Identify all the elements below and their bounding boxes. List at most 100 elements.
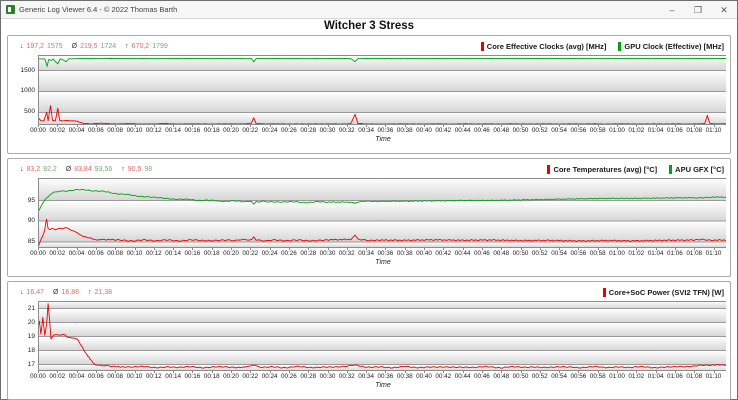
x-tick-mark	[501, 125, 503, 127]
x-tick-label: 00:36	[377, 127, 394, 134]
series-line	[38, 218, 726, 248]
chart-plot-temperatures[interactable]	[38, 178, 726, 248]
x-tick-label: 00:50	[512, 127, 529, 134]
x-tick-mark	[443, 371, 445, 373]
legend-label: APU GFX [°C]	[675, 165, 724, 174]
x-tick-mark	[713, 125, 715, 127]
x-tick-mark	[443, 248, 445, 250]
x-tick-mark	[211, 371, 213, 373]
x-tick-mark	[501, 371, 503, 373]
x-tick-label: 00:30	[319, 127, 336, 134]
x-tick-label: 00:10	[126, 250, 143, 257]
x-tick-mark	[366, 125, 368, 127]
chart-row-temperatures: 85 90 95	[12, 178, 726, 248]
legend-item: Core+SoC Power (SVI2 TFN) [W]	[602, 288, 724, 297]
x-tick-label: 01:02	[628, 127, 645, 134]
stat-min: ↓ 83,2 92,2	[20, 166, 57, 173]
x-tick-label: 01:06	[667, 373, 683, 380]
stat-min-value: 197,2	[26, 43, 45, 50]
y-tick-label: 500	[24, 108, 35, 116]
x-tick-label: 00:04	[68, 250, 85, 257]
stat-avg-value: 1724	[100, 43, 117, 50]
x-tick-label: 00:22	[242, 250, 259, 257]
x-tick-mark	[327, 248, 329, 250]
legend-swatch	[602, 288, 606, 297]
x-tick-mark	[115, 125, 117, 127]
x-tick-mark	[694, 371, 696, 373]
x-tick-label: 00:34	[358, 373, 374, 380]
x-tick-mark	[308, 371, 310, 373]
x-tick-label: 00:00	[30, 373, 46, 380]
stat-avg-icon: Ø	[53, 289, 59, 296]
x-tick-mark	[269, 125, 271, 127]
chart-panel-clocks: ↓ 197,2 1575 Ø 219,5 1724 ↑ 670,2 1799 Core Effec…	[7, 35, 731, 154]
chart-row-power: 17 18 19 20 21	[12, 301, 726, 371]
panel-header-temperatures: ↓ 83,2 92,2 Ø 83,84 93,56 ↑ 90,5 98 Core Temperat…	[12, 161, 726, 178]
x-tick-mark	[115, 248, 117, 250]
x-tick-label: 00:18	[203, 373, 220, 380]
x-tick-label: 01:02	[628, 373, 645, 380]
x-tick-label: 00:02	[49, 250, 66, 257]
x-tick-label: 00:12	[145, 373, 162, 380]
x-tick-mark	[192, 371, 194, 373]
close-button[interactable]: ✕	[711, 1, 737, 18]
x-tick-mark	[655, 371, 657, 373]
legend-item: APU GFX [°C]	[669, 165, 724, 174]
x-tick-mark	[250, 248, 252, 250]
legend-item: GPU Clock (Effective) [MHz]	[618, 42, 724, 51]
x-tick-label: 00:42	[435, 127, 452, 134]
x-tick-label: 00:14	[165, 127, 181, 134]
x-tick-label: 00:46	[474, 127, 490, 134]
x-tick-label: 01:06	[667, 127, 683, 134]
y-tick-label: 17	[27, 360, 35, 368]
x-tick-label: 01:04	[647, 127, 664, 134]
legend-label: GPU Clock (Effective) [MHz]	[624, 42, 724, 51]
series-line	[38, 188, 726, 213]
legend-temperatures: Core Temperatures (avg) [°C] APU GFX [°C]	[547, 165, 724, 174]
x-tick-mark	[231, 371, 232, 373]
x-tick-mark	[539, 371, 541, 373]
x-tick-label: 00:56	[570, 373, 587, 380]
x-tick-mark	[597, 125, 599, 127]
x-tick-mark	[481, 371, 483, 373]
stats-clocks: ↓ 197,2 1575 Ø 219,5 1724 ↑ 670,2 1799	[20, 43, 168, 50]
x-tick-label: 01:10	[705, 250, 722, 257]
stat-min-icon: ↓	[20, 166, 24, 173]
stat-max-icon: ↑	[88, 289, 92, 296]
stat-min-value: 1575	[47, 43, 63, 50]
x-tick-mark	[153, 125, 155, 127]
app-icon	[6, 5, 15, 14]
stat-max-value: 1799	[152, 43, 168, 50]
chart-plot-clocks[interactable]	[38, 55, 726, 125]
y-tick-label: 85	[27, 237, 35, 245]
x-tick-mark	[597, 371, 599, 373]
stat-avg-value: 93,56	[94, 166, 113, 173]
x-tick-label: 00:32	[338, 250, 355, 257]
x-tick-label: 00:02	[49, 127, 66, 134]
x-tick-label: 00:52	[531, 250, 548, 257]
x-tick-mark	[192, 248, 194, 250]
x-tick-mark	[559, 248, 561, 250]
x-tick-mark	[250, 371, 252, 373]
x-tick-mark	[713, 248, 715, 250]
x-axis-title: Time	[375, 259, 391, 266]
x-tick-label: 00:26	[281, 373, 297, 380]
chart-row-clocks: 500 1000 1500	[12, 55, 726, 125]
x-tick-mark	[578, 248, 580, 250]
x-tick-mark	[617, 371, 619, 373]
x-tick-mark	[288, 248, 290, 250]
x-tick-label: 01:10	[705, 127, 722, 134]
stat-min-icon: ↓	[20, 43, 24, 50]
chart-plot-power[interactable]	[38, 301, 726, 371]
minimize-button[interactable]: –	[659, 1, 685, 18]
stat-max: ↑ 670,2 1799	[125, 43, 168, 50]
stat-avg-value: 219,5	[80, 43, 98, 50]
x-tick-label: 01:08	[686, 373, 703, 380]
x-tick-label: 00:48	[493, 373, 510, 380]
legend-label: Core Temperatures (avg) [°C]	[553, 165, 658, 174]
stat-avg-icon: Ø	[65, 166, 72, 173]
x-tick-label: 00:32	[338, 127, 355, 134]
x-tick-label: 00:24	[261, 373, 278, 380]
maximize-button[interactable]: ❐	[685, 1, 711, 18]
x-tick-label: 00:38	[396, 127, 413, 134]
